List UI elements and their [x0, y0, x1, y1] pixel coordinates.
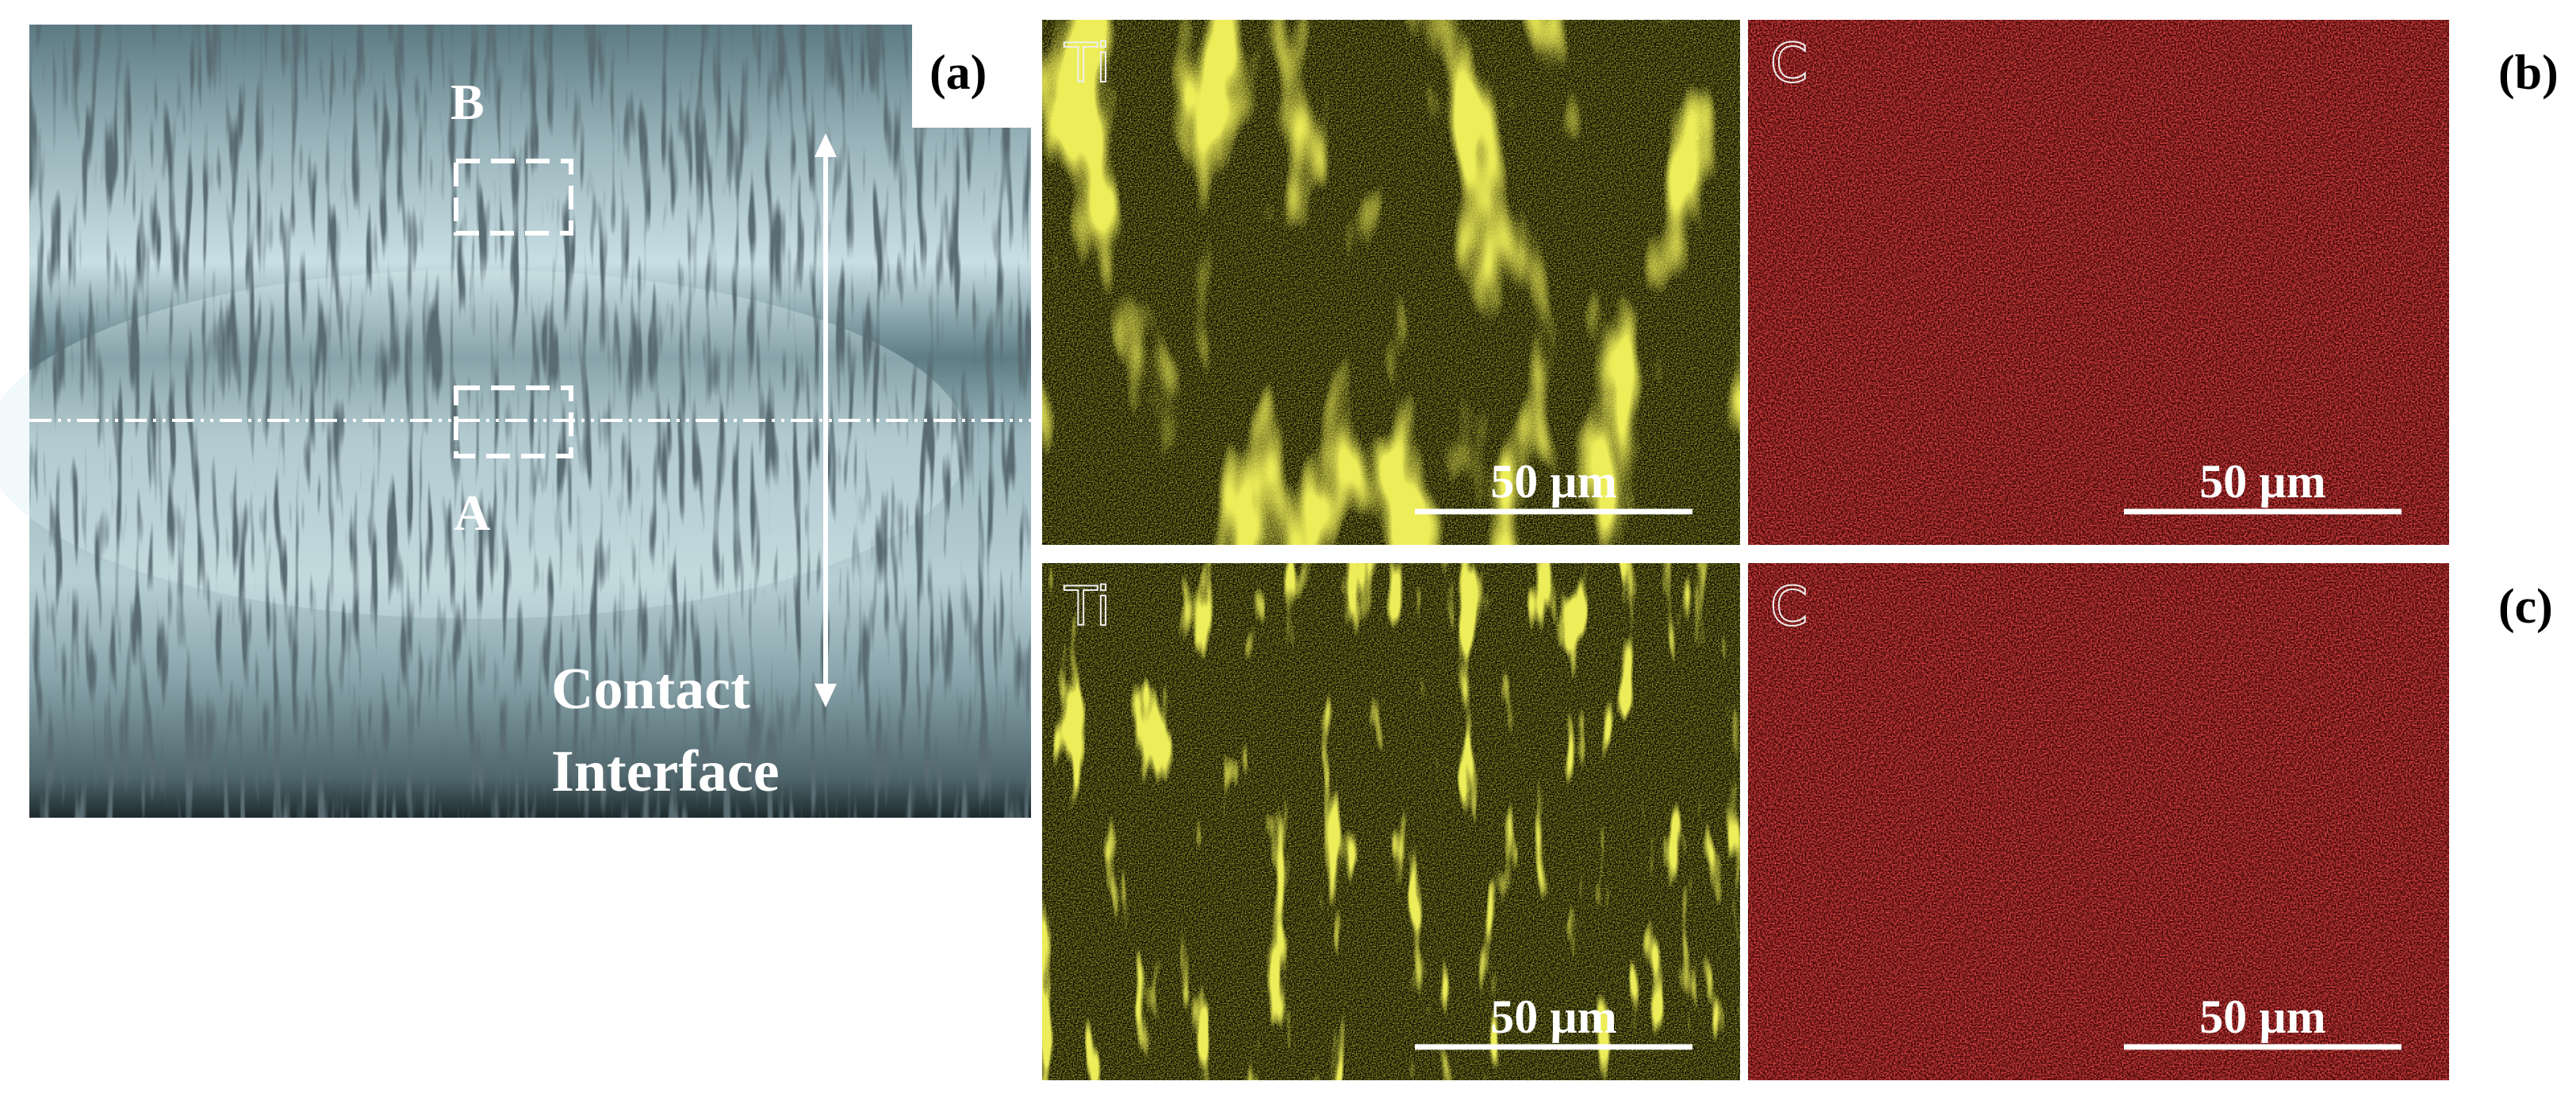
ti-blobs: [1042, 563, 1740, 1080]
c-noise: [1748, 20, 2449, 545]
label-box: [912, 25, 1031, 128]
element-label: Ti: [1064, 33, 1110, 95]
scale-label: 50 µm: [1490, 991, 1617, 1043]
panel-label: (b): [2498, 46, 2559, 100]
element-label: Ti: [1064, 576, 1110, 638]
scale-label: 50 µm: [2199, 455, 2326, 508]
panel-label: (c): [2498, 580, 2553, 634]
scale-label: 50 µm: [2199, 991, 2326, 1043]
element-label: C: [1770, 576, 1807, 638]
panel-a: (a) B A Contact Interface: [0, 25, 1031, 818]
maps: Ti 50 µm C 50 µm Ti 50 µm C 50 µm: [1042, 20, 2449, 1080]
arrow-head: [815, 684, 837, 707]
photo-texture: [29, 25, 1031, 818]
box-label: A: [454, 485, 490, 541]
c-noise: [1748, 563, 2449, 1080]
arrow-head: [815, 133, 837, 157]
box-b: [454, 159, 573, 236]
scale-label: 50 µm: [1490, 455, 1617, 508]
ti-blobs: [1042, 20, 1740, 545]
box-label: B: [450, 74, 485, 130]
annotation: Contact: [551, 657, 750, 722]
panel-label: (a): [930, 46, 987, 100]
element-label: C: [1770, 33, 1807, 95]
annotation: Interface: [551, 739, 780, 804]
